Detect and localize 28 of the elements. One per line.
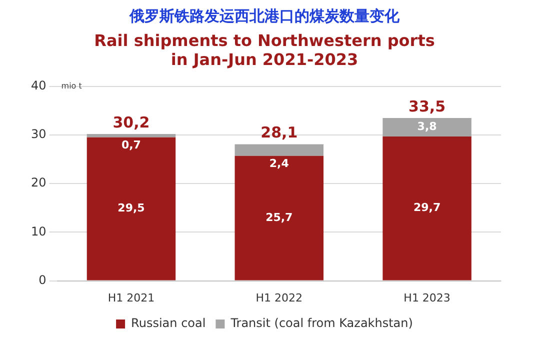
data-label: 29,7	[413, 201, 441, 214]
chart-title: 俄罗斯铁路发运西北港口的煤炭数量变化	[128, 6, 400, 25]
y-tick-label: 40	[30, 78, 46, 93]
x-tick-label: H1 2022	[256, 291, 303, 304]
data-label: 2,4	[269, 156, 290, 170]
total-label: 28,1	[260, 124, 298, 142]
y-tick-label: 10	[30, 224, 46, 238]
chart-subtitle: Rail shipments to Northwestern ports in Jan-Jun 2021-2023	[94, 30, 435, 69]
bar	[86, 134, 176, 138]
legend-label: Russian coal	[131, 316, 206, 330]
bar	[382, 136, 472, 280]
y-tick-label: 20	[30, 176, 46, 190]
legend-label: Transit (coal from Kazakhstan)	[230, 316, 413, 330]
y-axis-title: mio t	[61, 81, 82, 90]
data-label: 3,8	[417, 120, 437, 134]
x-tick-label: H1 2021	[108, 291, 155, 304]
x-tick-label: H1 2023	[404, 291, 450, 304]
bar	[234, 156, 324, 280]
bar	[86, 137, 176, 280]
y-tick-label: 30	[30, 127, 46, 142]
bar	[382, 118, 472, 136]
bar	[234, 144, 324, 156]
total-label: 33,5	[408, 97, 446, 116]
data-label: 29,5	[118, 202, 145, 215]
total-label: 30,2	[112, 113, 150, 132]
y-tick-label: 0	[38, 272, 46, 287]
data-label: 0,7	[121, 138, 141, 152]
data-label: 25,7	[266, 210, 293, 224]
